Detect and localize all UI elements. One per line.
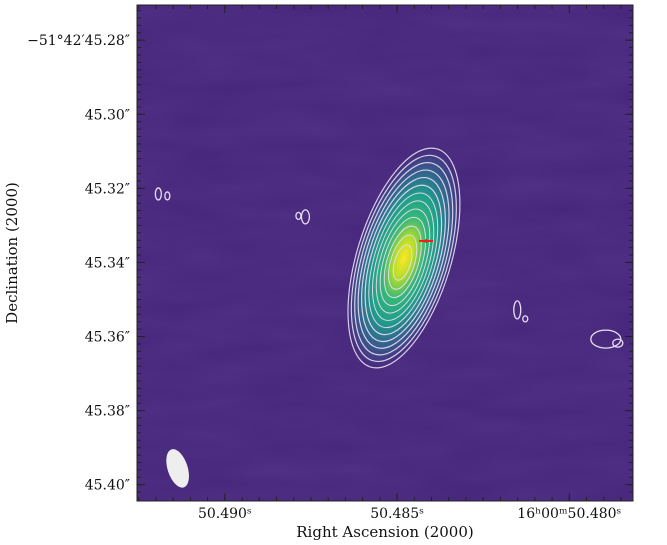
contour-level	[392, 244, 413, 281]
source-emission	[344, 144, 463, 372]
noise-contour	[522, 315, 529, 323]
contour-level	[350, 154, 457, 363]
x-axis-title: Right Ascension (2000)	[296, 523, 473, 541]
noise-contour	[612, 338, 624, 348]
source-intensity	[344, 144, 463, 372]
axis-ticks	[137, 5, 633, 501]
y-tick-label: 45.36″	[85, 330, 130, 346]
y-tick-label: −51°42′45.28″	[27, 33, 130, 49]
noise-contours	[154, 187, 624, 349]
contour-level	[368, 192, 439, 329]
noise-contour	[513, 300, 522, 320]
noise-contour	[154, 187, 163, 201]
contour-level	[354, 162, 454, 356]
y-axis-title: Declination (2000)	[3, 182, 21, 324]
beam-ellipse	[166, 449, 189, 488]
y-tick-label: 45.34″	[85, 255, 130, 271]
contour-level	[375, 208, 431, 314]
x-tick-label: 16ʰ00ᵐ50.480ˢ	[517, 506, 621, 522]
y-tick-label: 45.40″	[85, 478, 130, 494]
noise-contour	[590, 329, 622, 349]
contour-level	[388, 234, 418, 290]
y-tick-label: 45.38″	[85, 404, 130, 420]
plot-frame	[136, 4, 634, 502]
x-tick-label: 50.485ˢ	[370, 506, 424, 522]
y-tick-labels: −51°42′45.28″ 45.30″ 45.32″ 45.34″ 45.36″ 45.…	[27, 33, 130, 494]
x-tick-label: 50.490ˢ	[198, 506, 252, 522]
contour-level	[372, 200, 435, 321]
contour-level	[361, 176, 446, 343]
noise-contour	[295, 211, 302, 221]
contour-level	[357, 169, 450, 349]
contour-level	[379, 216, 427, 306]
y-tick-label: 45.30″	[85, 107, 130, 123]
x-tick-labels: 50.490ˢ 50.485ˢ 16ʰ00ᵐ50.480ˢ	[198, 506, 622, 522]
beam-shape	[166, 449, 189, 488]
contour-level	[383, 225, 422, 299]
noise-contour	[164, 191, 171, 201]
position-marker	[418, 238, 433, 243]
contour-level	[347, 147, 461, 369]
y-tick-label: 45.32″	[85, 181, 130, 197]
contour-level	[364, 184, 443, 336]
